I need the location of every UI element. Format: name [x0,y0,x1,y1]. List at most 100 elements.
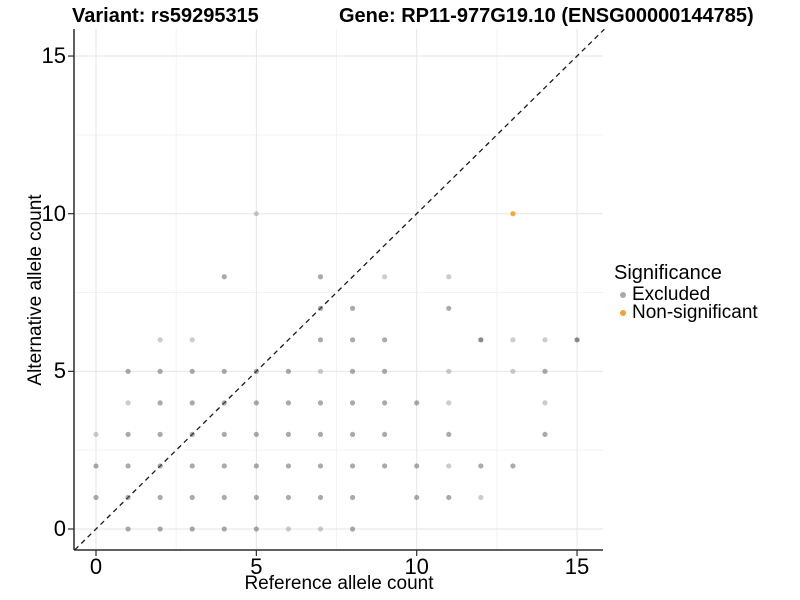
data-point [446,494,452,501]
data-point [221,526,227,532]
data-point [510,368,516,374]
data-point [157,337,163,343]
data-point [349,305,356,311]
data-point [93,494,99,501]
data-point [349,494,356,501]
data-point [221,368,227,374]
data-point [382,431,388,438]
y-tick-label: 10 [41,200,66,226]
data-point [382,400,388,406]
data-point [574,337,580,343]
data-point [157,463,163,469]
data-point [125,463,131,469]
data-point [317,463,324,469]
data-point [253,211,259,217]
data-point [125,368,131,374]
data-point [285,431,292,438]
data-point [157,431,163,438]
data-point [510,337,516,343]
data-point [478,463,484,469]
data-point [93,463,99,469]
y-tick-label: 5 [53,358,66,384]
gene-title: Gene: RP11-977G19.10 (ENSG00000144785) [339,5,754,27]
data-point [285,400,292,406]
data-point [189,368,195,374]
variant-title: Variant: rs59295315 [72,5,259,27]
y-tick-label: 0 [53,516,66,541]
x-tick-label: 5 [250,554,263,579]
data-point [414,400,420,406]
data-point [317,368,324,374]
data-point [253,400,259,406]
data-point [189,431,195,438]
data-point [157,526,163,532]
data-point [542,368,548,374]
data-point [221,400,227,406]
data-point [189,400,195,406]
data-point [446,305,452,311]
data-point [446,431,452,438]
data-point [382,337,388,343]
data-point [285,463,292,469]
data-point [542,337,548,343]
data-point [317,494,324,501]
data-point [157,494,163,501]
data-point [382,274,388,280]
data-point [317,337,324,343]
x-tick-label: 0 [89,554,103,579]
data-point [125,526,131,532]
data-point [189,526,195,532]
legend-item-label: Non-significant [632,302,758,323]
data-point [221,494,227,501]
data-point [221,274,227,280]
data-point [317,431,324,438]
y-tick-label: 15 [41,43,66,69]
data-point [285,368,292,374]
data-point [478,494,484,501]
data-point [125,494,131,501]
data-point [253,494,259,501]
data-point [317,400,324,406]
legend-item-label: Excluded [632,284,711,305]
legend-item-excluded: Excluded [614,284,758,305]
data-point [285,494,292,501]
x-axis-title: Reference allele count [244,573,434,594]
data-point [125,431,131,438]
data-point [253,463,259,469]
data-point [542,431,548,438]
data-point [349,368,356,374]
data-point [189,463,195,469]
data-point [317,305,324,311]
data-point [189,337,195,343]
data-point [349,526,356,532]
data-point [349,337,356,343]
data-point [253,368,259,374]
data-point [510,463,516,469]
data-point [349,463,356,469]
x-tick-label: 15 [564,554,590,579]
legend-item-non-significant: Non-significant [614,302,758,323]
data-point [446,400,452,406]
non-significant-dot-icon [620,310,626,316]
data-point [189,494,195,501]
excluded-dot-icon [620,292,626,298]
data-point [285,526,292,532]
data-point [446,368,452,374]
data-point [510,211,516,217]
data-point [221,463,227,469]
data-point [125,400,131,406]
data-point [221,431,227,438]
data-point [157,368,163,374]
data-point [414,494,420,501]
data-point [253,526,259,532]
data-point [446,463,452,469]
x-tick-label: 10 [404,554,429,579]
legend: Significance Excluded Non-significant [614,262,758,323]
data-point [317,526,324,532]
data-point [382,463,388,469]
data-point [414,463,420,469]
data-point [446,274,452,280]
legend-title: Significance [614,262,722,284]
